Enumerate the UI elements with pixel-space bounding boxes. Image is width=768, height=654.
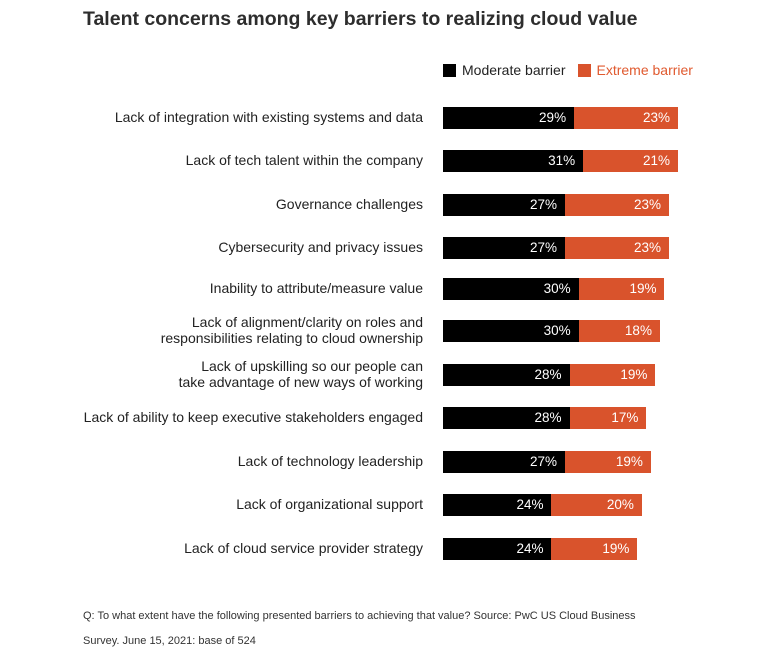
category-label: Lack of technology leadership bbox=[238, 453, 423, 469]
bar-extreme bbox=[578, 320, 660, 342]
bar-extreme bbox=[565, 194, 669, 216]
bar-extreme bbox=[574, 107, 679, 129]
chart-title: Talent concerns among key barriers to re… bbox=[83, 8, 638, 30]
bar-moderate bbox=[443, 364, 570, 386]
footnote-line-1: Q: To what extent have the following pre… bbox=[83, 610, 636, 622]
bar-moderate-value: 31% bbox=[548, 153, 576, 168]
legend-item-moderate: Moderate barrier bbox=[443, 62, 566, 78]
legend-swatch-moderate bbox=[443, 63, 456, 77]
bar-moderate bbox=[443, 494, 552, 516]
bar-moderate bbox=[443, 107, 575, 129]
bar-moderate bbox=[443, 451, 566, 473]
category-label: Lack of cloud service provider strategy bbox=[184, 540, 423, 556]
bar-extreme-value: 21% bbox=[642, 153, 671, 168]
category-label: Cybersecurity and privacy issues bbox=[218, 239, 423, 255]
bar-extreme bbox=[551, 538, 638, 560]
category-label: Lack of upskilling so our people can take… bbox=[179, 358, 423, 390]
legend-swatch-extreme bbox=[577, 63, 591, 77]
category-label: Lack of tech talent within the company bbox=[186, 152, 423, 168]
category-label-line: Inability to attribute/measure value bbox=[209, 280, 423, 296]
bar-moderate-value: 30% bbox=[543, 323, 571, 338]
category-label-line: Lack of ability to keep executive stakeh… bbox=[83, 409, 423, 425]
legend-item-extreme: Extreme barrier bbox=[577, 62, 693, 78]
bar-extreme-value: 18% bbox=[624, 323, 652, 338]
legend-label-extreme: Extreme barrier bbox=[596, 62, 693, 78]
bar-moderate bbox=[443, 237, 566, 259]
category-label: Lack of organizational support bbox=[236, 496, 423, 512]
bar-extreme bbox=[569, 407, 647, 429]
category-label-line: Lack of upskilling so our people can bbox=[201, 358, 423, 374]
category-label: Inability to attribute/measure value bbox=[210, 280, 423, 296]
bar-moderate bbox=[443, 407, 570, 429]
footnote: Q: To what extent have the following pre… bbox=[83, 604, 683, 654]
category-label-line: Lack of organizational support bbox=[236, 496, 423, 512]
bar-moderate-value: 24% bbox=[516, 541, 544, 556]
bar-moderate-value: 24% bbox=[516, 497, 544, 512]
category-label: Lack of alignment/clarity on roles and re… bbox=[161, 314, 423, 346]
legend: Moderate barrier Extreme barrier bbox=[443, 62, 705, 78]
category-label-line: Cybersecurity and privacy issues bbox=[218, 239, 423, 255]
bar-moderate-value: 27% bbox=[530, 240, 558, 255]
bar-extreme bbox=[569, 364, 656, 386]
category-label: Lack of integration with existing system… bbox=[115, 109, 423, 125]
bar-moderate-value: 27% bbox=[530, 197, 558, 212]
bar-moderate-value: 28% bbox=[534, 410, 562, 425]
bar-extreme-value: 23% bbox=[633, 197, 661, 212]
category-label-line: Governance challenges bbox=[275, 196, 423, 212]
category-label-line: Lack of alignment/clarity on roles and bbox=[191, 314, 423, 330]
bar-extreme-value: 20% bbox=[606, 497, 634, 512]
bar-extreme bbox=[551, 494, 642, 516]
bar-moderate-value: 28% bbox=[534, 367, 562, 382]
bar-extreme-value: 17% bbox=[611, 410, 639, 425]
stacked-bar-chart: Lack of integration with existing system… bbox=[84, 107, 679, 560]
category-label-line: responsibilities relating to cloud owner… bbox=[160, 330, 423, 346]
bar-extreme bbox=[565, 237, 669, 259]
bar-moderate bbox=[443, 278, 579, 300]
bar-extreme-value: 23% bbox=[633, 240, 661, 255]
bar-moderate-value: 29% bbox=[539, 110, 567, 125]
bar-extreme bbox=[583, 150, 679, 172]
bar-extreme bbox=[565, 451, 651, 473]
bar-extreme-value: 19% bbox=[629, 281, 657, 296]
category-label-line: Lack of tech talent within the company bbox=[185, 152, 423, 168]
category-label-line: Lack of integration with existing system… bbox=[114, 109, 423, 125]
bar-extreme-value: 19% bbox=[620, 367, 648, 382]
bar-moderate bbox=[443, 150, 584, 172]
bar-moderate bbox=[443, 320, 579, 342]
bar-extreme bbox=[578, 278, 665, 300]
bar-moderate bbox=[443, 194, 566, 216]
bar-extreme-value: 19% bbox=[602, 541, 630, 556]
bar-extreme-value: 19% bbox=[615, 454, 643, 469]
category-label-line: Lack of cloud service provider strategy bbox=[184, 540, 423, 556]
category-label: Governance challenges bbox=[276, 196, 423, 212]
bar-moderate bbox=[443, 538, 552, 560]
category-label-line: Lack of technology leadership bbox=[237, 453, 423, 469]
legend-label-moderate: Moderate barrier bbox=[462, 62, 566, 78]
bar-moderate-value: 30% bbox=[543, 281, 571, 296]
footnote-line-2: Survey. June 15, 2021: base of 524 bbox=[83, 635, 256, 647]
category-label: Lack of ability to keep executive stakeh… bbox=[84, 409, 423, 425]
bar-extreme-value: 23% bbox=[643, 110, 671, 125]
category-label-line: take advantage of new ways of working bbox=[178, 374, 423, 390]
bar-moderate-value: 27% bbox=[530, 454, 558, 469]
